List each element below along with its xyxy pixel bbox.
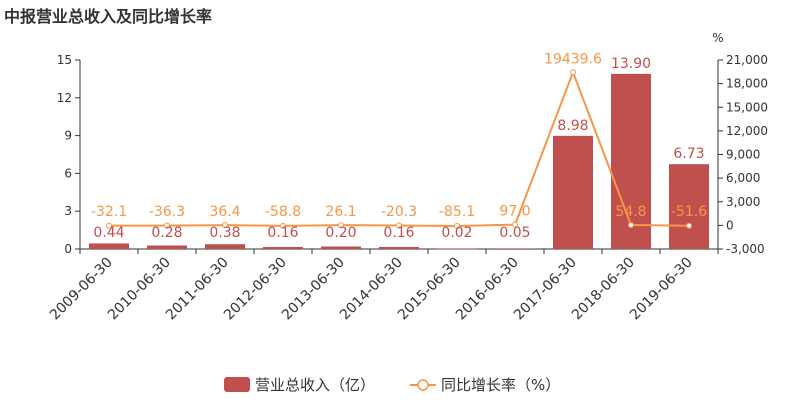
- bar-data-label: 0.16: [383, 225, 414, 241]
- growth-data-label: 19439.6: [544, 51, 602, 67]
- y-right-tick-label: -3,000: [726, 242, 765, 256]
- y-right-tick-label: 15,000: [726, 100, 768, 114]
- y-left-tick-label: 0: [64, 242, 72, 256]
- growth-data-label: -32.1: [91, 204, 127, 220]
- legend-bar-swatch: [224, 377, 250, 392]
- y-right-tick-label: 6,000: [726, 171, 760, 185]
- bar: [379, 246, 419, 249]
- growth-point: [106, 222, 112, 229]
- bar: [553, 135, 593, 249]
- growth-data-label: 36.4: [209, 204, 240, 220]
- bar-data-label: 0.28: [151, 225, 182, 241]
- chart-title: 中报营业总收入及同比增长率: [4, 7, 213, 26]
- growth-data-label: -51.6: [671, 204, 707, 220]
- y-left-tick-label: 9: [64, 129, 72, 143]
- growth-point: [628, 221, 634, 228]
- growth-point: [280, 222, 286, 229]
- bar-data-label: 0.44: [93, 225, 124, 241]
- bar: [205, 244, 245, 249]
- y-right-tick-label: 12,000: [726, 124, 768, 138]
- x-tick-label: 2019-06-30: [627, 255, 696, 324]
- growth-point: [512, 221, 518, 228]
- growth-line: [108, 69, 690, 228]
- y-left-tick-label: 3: [64, 204, 72, 218]
- bar-data-label: 0.38: [209, 225, 240, 241]
- y-right-tick-label: 18,000: [726, 77, 768, 91]
- growth-point: [454, 223, 460, 230]
- growth-data-label: -58.8: [265, 204, 301, 220]
- growth-point: [570, 69, 576, 76]
- growth-data-label: -20.3: [381, 204, 417, 220]
- growth-data-label: 97.0: [499, 204, 530, 220]
- bar-data-label: 0.02: [441, 225, 472, 241]
- growth-point: [396, 222, 402, 229]
- y-left-tick-label: 12: [57, 91, 72, 105]
- bar: [669, 164, 709, 249]
- y-right-tick-label: 0: [726, 218, 734, 232]
- growth-point: [686, 222, 692, 229]
- y-left-tick-label: 6: [64, 166, 72, 180]
- growth-data-label: -36.3: [149, 204, 185, 220]
- bar: [437, 248, 477, 250]
- growth-point: [338, 222, 344, 229]
- bar-data-label: 8.98: [557, 118, 588, 134]
- bar: [263, 246, 303, 249]
- legend-line-marker: [417, 379, 429, 391]
- y-right-tick-label: 3,000: [726, 195, 760, 209]
- growth-data-label: -85.1: [439, 204, 475, 220]
- growth-data-label: 54.8: [615, 204, 646, 220]
- y-left-tick-label: 15: [57, 53, 72, 67]
- bar-data-label: 6.73: [673, 146, 704, 162]
- bar: [321, 246, 361, 249]
- bar: [495, 248, 535, 249]
- bar-data-label: 0.20: [325, 225, 356, 241]
- growth-point: [164, 222, 170, 229]
- growth-point: [222, 222, 228, 229]
- y-right-tick-label: 21,000: [726, 53, 768, 67]
- bar-data-label: 0.16: [267, 225, 298, 241]
- legend-line-label: 同比增长率（%）: [441, 376, 560, 394]
- y-right-tick-label: 9,000: [726, 148, 760, 162]
- bar-data-label: 0.05: [499, 225, 530, 241]
- bar-data-label: 13.90: [611, 56, 651, 72]
- growth-data-label: 26.1: [325, 204, 356, 220]
- bar: [147, 245, 187, 249]
- legend-bar-label: 营业总收入（亿）: [255, 376, 375, 394]
- bar: [89, 243, 129, 249]
- y-right-unit-label: %: [712, 31, 723, 45]
- bar: [611, 73, 651, 249]
